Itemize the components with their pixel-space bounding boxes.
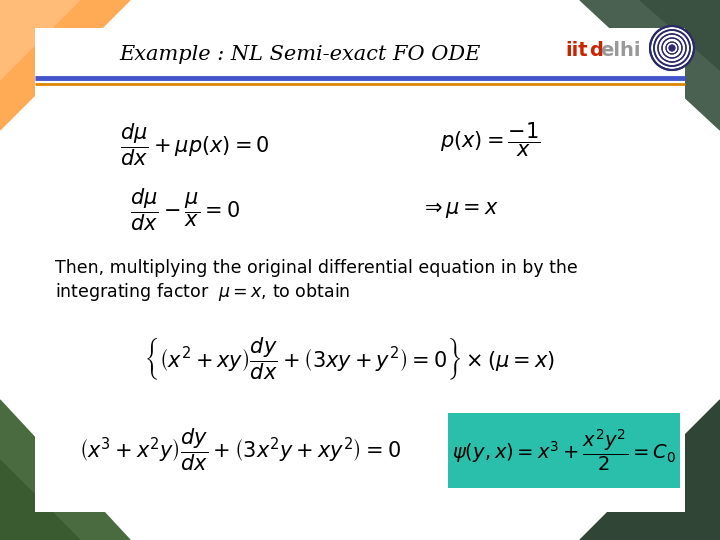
Bar bbox=[35, 28, 685, 512]
Text: $p(x)=\dfrac{-1}{x}$: $p(x)=\dfrac{-1}{x}$ bbox=[440, 121, 540, 159]
Polygon shape bbox=[0, 0, 80, 80]
Text: Then, multiplying the original differential equation in by the: Then, multiplying the original different… bbox=[55, 259, 577, 277]
Text: $\dfrac{d\mu}{dx} - \dfrac{\mu}{x} = 0$: $\dfrac{d\mu}{dx} - \dfrac{\mu}{x} = 0$ bbox=[130, 187, 240, 233]
Text: iit: iit bbox=[565, 40, 588, 59]
Polygon shape bbox=[0, 400, 130, 540]
Text: $\dfrac{d\mu}{dx} + \mu p(x)=0$: $\dfrac{d\mu}{dx} + \mu p(x)=0$ bbox=[120, 122, 270, 168]
Text: integrating factor  $\mu=x$, to obtain: integrating factor $\mu=x$, to obtain bbox=[55, 281, 351, 303]
Polygon shape bbox=[0, 0, 130, 130]
Text: $\left\{\left(x^2 + xy\right)\dfrac{dy}{dx} + \left(3xy + y^2\right)= 0\right\} : $\left\{\left(x^2 + xy\right)\dfrac{dy}{… bbox=[145, 334, 556, 381]
Circle shape bbox=[650, 26, 694, 70]
Text: elhi: elhi bbox=[600, 40, 641, 59]
Text: $\Rightarrow \mu = x$: $\Rightarrow \mu = x$ bbox=[420, 200, 500, 220]
Text: $\psi(y,x)= x^3 + \dfrac{x^2 y^2}{2} = C_0$: $\psi(y,x)= x^3 + \dfrac{x^2 y^2}{2} = C… bbox=[452, 427, 676, 473]
Polygon shape bbox=[0, 460, 80, 540]
Circle shape bbox=[670, 46, 674, 50]
Polygon shape bbox=[580, 0, 720, 130]
Text: d: d bbox=[589, 40, 603, 59]
Text: $\left(x^3 + x^2 y\right)\dfrac{dy}{dx} + \left(3x^2 y + xy^2\right)= 0$: $\left(x^3 + x^2 y\right)\dfrac{dy}{dx} … bbox=[79, 427, 401, 473]
Polygon shape bbox=[580, 400, 720, 540]
Polygon shape bbox=[640, 0, 720, 70]
Bar bbox=[448, 413, 680, 488]
Text: Example : NL Semi-exact FO ODE: Example : NL Semi-exact FO ODE bbox=[120, 45, 481, 64]
